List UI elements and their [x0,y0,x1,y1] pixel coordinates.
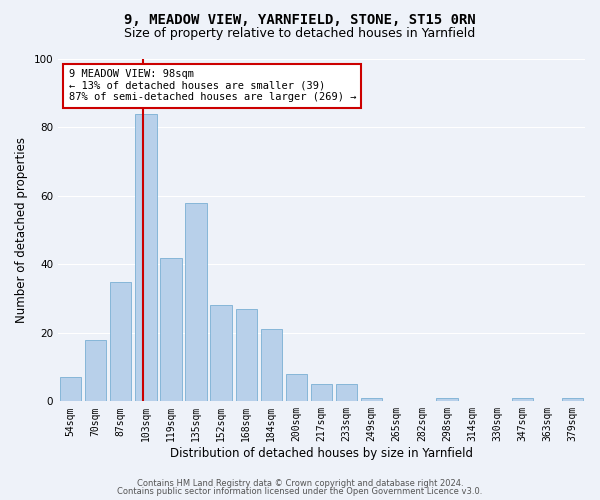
Bar [311,384,332,402]
Text: Size of property relative to detached houses in Yarnfield: Size of property relative to detached ho… [124,28,476,40]
Bar [211,306,232,402]
Text: Contains HM Land Registry data © Crown copyright and database right 2024.: Contains HM Land Registry data © Crown c… [137,478,463,488]
Text: Contains public sector information licensed under the Open Government Licence v3: Contains public sector information licen… [118,487,482,496]
Bar [110,282,131,402]
Bar [361,398,382,402]
Bar [160,258,182,402]
Bar [60,378,81,402]
Bar [85,340,106,402]
Bar [286,374,307,402]
Bar [562,398,583,402]
Bar [236,309,257,402]
Bar [260,330,282,402]
Text: 9 MEADOW VIEW: 98sqm
← 13% of detached houses are smaller (39)
87% of semi-detac: 9 MEADOW VIEW: 98sqm ← 13% of detached h… [68,70,356,102]
Bar [135,114,157,402]
Text: 9, MEADOW VIEW, YARNFIELD, STONE, ST15 0RN: 9, MEADOW VIEW, YARNFIELD, STONE, ST15 0… [124,12,476,26]
Bar [336,384,357,402]
Y-axis label: Number of detached properties: Number of detached properties [15,137,28,323]
X-axis label: Distribution of detached houses by size in Yarnfield: Distribution of detached houses by size … [170,447,473,460]
Bar [436,398,458,402]
Bar [185,203,207,402]
Bar [512,398,533,402]
